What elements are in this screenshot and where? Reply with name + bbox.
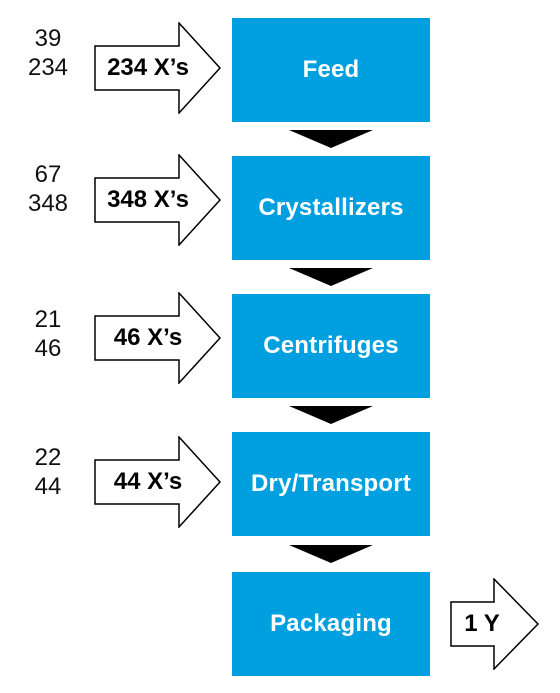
count-top: 21 bbox=[34, 306, 62, 333]
count-top: 22 bbox=[34, 444, 62, 471]
stage-label: Dry/Transport bbox=[251, 470, 411, 497]
stage-counts-dry-transport: 22 44 bbox=[8, 443, 88, 501]
right-arrow-icon bbox=[94, 154, 222, 246]
right-arrow-icon bbox=[94, 436, 222, 528]
output-label: 1 Y bbox=[464, 610, 500, 637]
stage-box-centrifuges: Centrifuges bbox=[232, 294, 430, 398]
stage-label: Crystallizers bbox=[258, 194, 404, 221]
count-bottom: 234 bbox=[27, 54, 69, 81]
count-bottom: 44 bbox=[34, 473, 62, 500]
input-arrow-label: 234 X’s bbox=[107, 54, 189, 81]
input-arrow-label: 44 X’s bbox=[113, 468, 183, 495]
input-arrow-dry-transport: 44 X’s bbox=[94, 436, 222, 528]
count-top: 39 bbox=[34, 25, 62, 52]
input-arrow-feed: 234 X’s bbox=[94, 22, 222, 114]
input-arrow-centrifuges: 46 X’s bbox=[94, 292, 222, 384]
stage-counts-crystallizers: 67 348 bbox=[8, 160, 88, 218]
right-arrow-icon bbox=[94, 22, 222, 114]
input-arrow-crystallizers: 348 X’s bbox=[94, 154, 222, 246]
down-arrow-icon bbox=[289, 130, 373, 148]
down-arrow-icon bbox=[289, 268, 373, 286]
count-top: 67 bbox=[34, 161, 62, 188]
stage-label: Centrifuges bbox=[263, 332, 399, 359]
input-arrow-label: 348 X’s bbox=[107, 186, 189, 213]
input-arrow-label: 46 X’s bbox=[113, 324, 183, 351]
right-arrow-icon bbox=[94, 292, 222, 384]
stage-label: Packaging bbox=[270, 610, 392, 637]
stage-box-crystallizers: Crystallizers bbox=[232, 156, 430, 260]
down-arrow-icon bbox=[289, 406, 373, 424]
stage-box-dry-transport: Dry/Transport bbox=[232, 432, 430, 536]
right-arrow-icon bbox=[450, 578, 540, 670]
stage-box-feed: Feed bbox=[232, 18, 430, 122]
count-bottom: 46 bbox=[34, 335, 62, 362]
count-bottom: 348 bbox=[27, 190, 69, 217]
stage-counts-centrifuges: 21 46 bbox=[8, 305, 88, 363]
output-arrow: 1 Y bbox=[450, 578, 542, 670]
stage-box-packaging: Packaging bbox=[232, 572, 430, 676]
stage-label: Feed bbox=[302, 56, 360, 83]
stage-counts-feed: 39 234 bbox=[8, 24, 88, 82]
down-arrow-icon bbox=[289, 545, 373, 563]
